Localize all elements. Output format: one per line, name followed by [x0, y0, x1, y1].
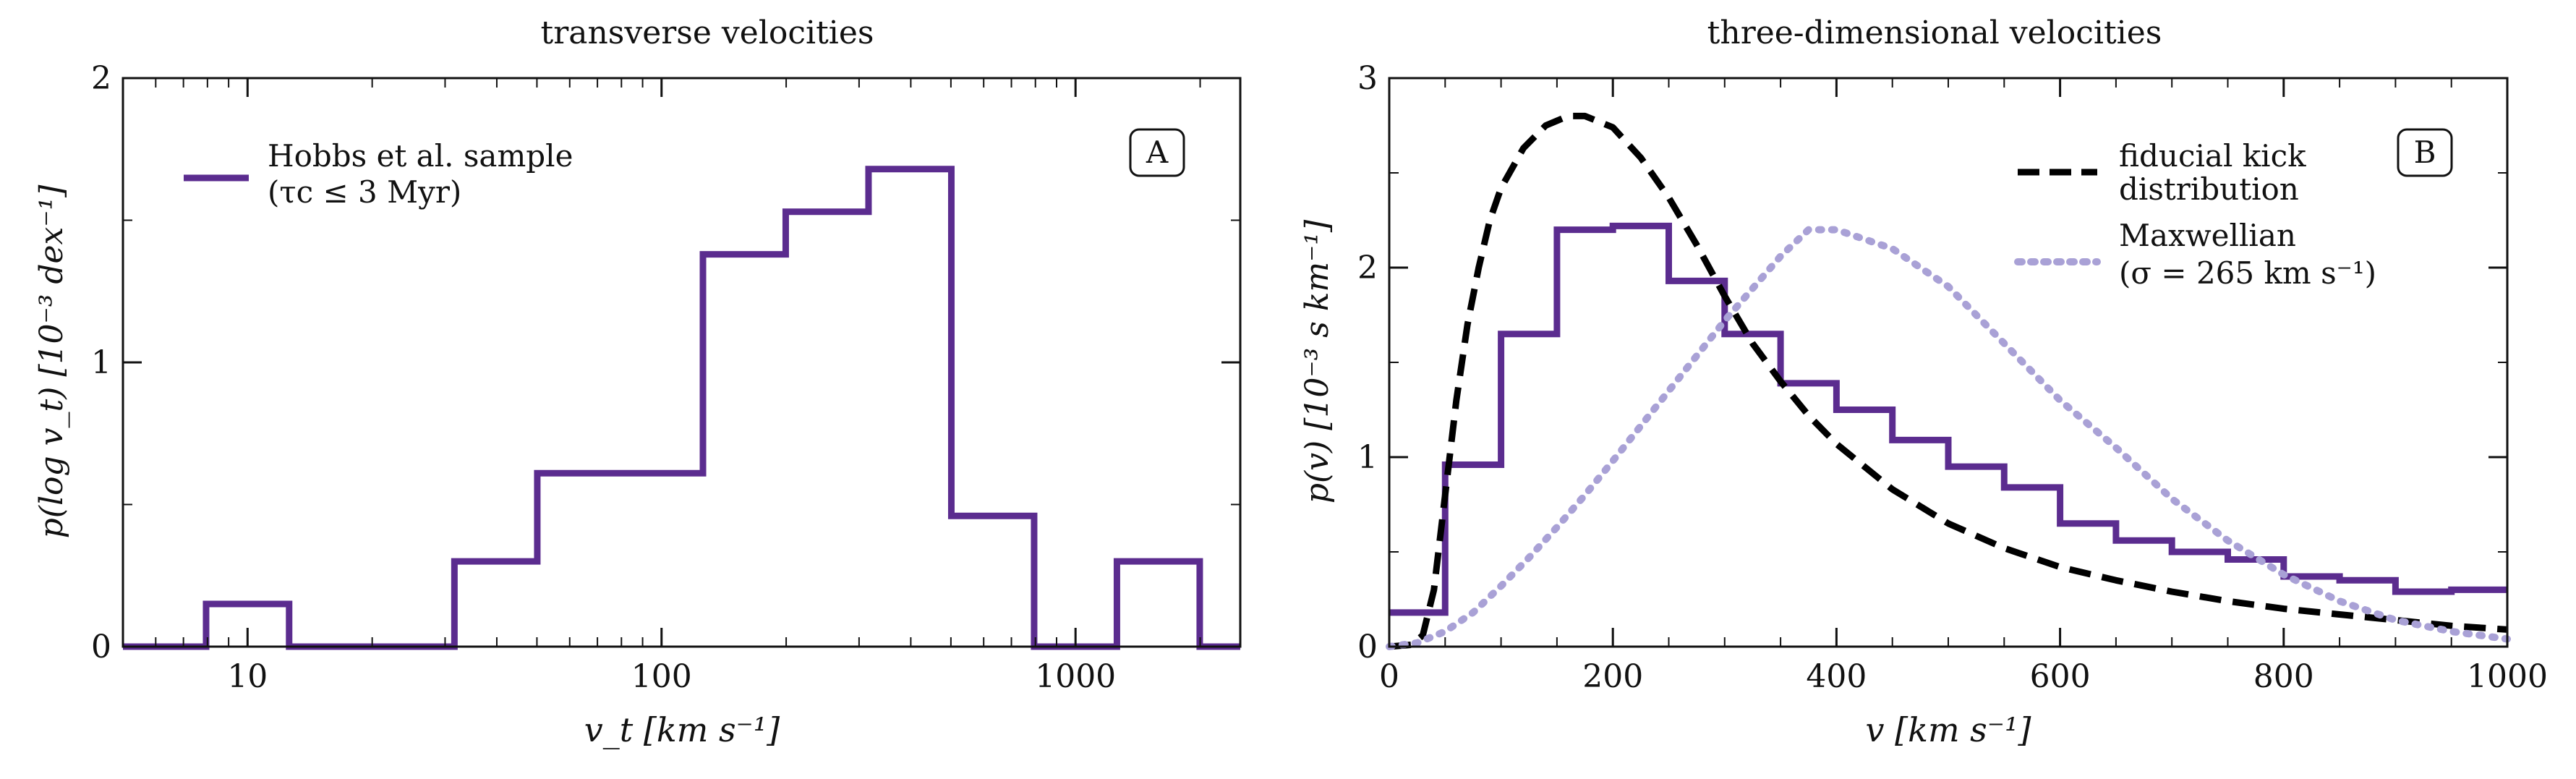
panel-b-legend-maxwell-line2: (σ = 265 km s⁻¹): [2119, 255, 2376, 291]
panel-a-label: A: [1146, 135, 1169, 170]
panel-b-xtick-label: 600: [2030, 658, 2091, 695]
panel-b-legend-kick-line2: distribution: [2119, 171, 2299, 207]
panel-b: three-dimensional velocities 0 200 400 600 8…: [1299, 14, 2548, 749]
panel-a-ytick-label: 2: [91, 60, 111, 97]
panel-a-xtick-label: 1000: [1035, 658, 1116, 695]
panel-b-xtick-label: 0: [1379, 658, 1399, 695]
panel-b-ticks: 0 200 400 600 800 1000 0 1 2 3: [1357, 60, 2548, 695]
panel-b-xtick-label: 400: [1806, 658, 1867, 695]
panel-a-histogram-series: [123, 166, 1240, 650]
panel-b-label: B: [2414, 135, 2436, 170]
panel-b-maxwellian-curve: [1386, 226, 2511, 650]
panel-b-marks: [1386, 112, 2511, 650]
panel-a-ytick-label: 1: [91, 344, 111, 381]
panel-b-label-box: [2397, 128, 2453, 177]
panel-b-title: three-dimensional velocities: [1707, 14, 2162, 51]
panel-b-ytick-label: 3: [1357, 60, 1378, 97]
panel-b-ylabel: p(v) [10⁻³ s km⁻¹]: [1299, 219, 1336, 503]
panel-a-xlabel: v_t [km s⁻¹]: [584, 710, 780, 749]
panel-b-xtick-label: 1000: [2467, 658, 2548, 695]
panel-a-title: transverse velocities: [541, 14, 874, 51]
panel-a-xtick-label: 10: [227, 658, 268, 695]
panel-a: transverse velocities 10 100 1000 0 1 2 v_t […: [33, 14, 1242, 749]
panel-b-legend-kick-line1: fiducial kick: [2119, 138, 2306, 174]
panel-b-xtick-label: 200: [1582, 658, 1643, 695]
panel-b-xtick-label: 800: [2253, 658, 2314, 695]
panel-b-fiducial-kick-curve: [1389, 112, 2508, 650]
panel-b-ytick-label: 2: [1357, 250, 1378, 286]
panel-b-ytick-label: 1: [1357, 439, 1378, 476]
panel-b-xlabel: v [km s⁻¹]: [1866, 710, 2031, 749]
panel-b-histogram-series: [1389, 222, 2507, 616]
panel-a-ytick-label: 0: [91, 629, 111, 665]
panel-a-xtick-label: 100: [631, 658, 692, 695]
panel-b-ytick-label: 0: [1357, 629, 1378, 665]
panel-a-legend-line2: (τc ≤ 3 Myr): [268, 174, 461, 210]
panel-a-legend-line1: Hobbs et al. sample: [268, 138, 573, 174]
panel-a-ticks: 10 100 1000 0 1 2: [91, 60, 1240, 695]
panel-b-frame: [1388, 77, 2509, 648]
panel-a-label-box: [1129, 128, 1185, 177]
panel-a-marks: [123, 166, 1240, 650]
panel-a-ylabel: p(log v_t) [10⁻³ dex⁻¹]: [33, 184, 70, 539]
panel-b-legend-maxwell-line1: Maxwellian: [2119, 218, 2296, 253]
